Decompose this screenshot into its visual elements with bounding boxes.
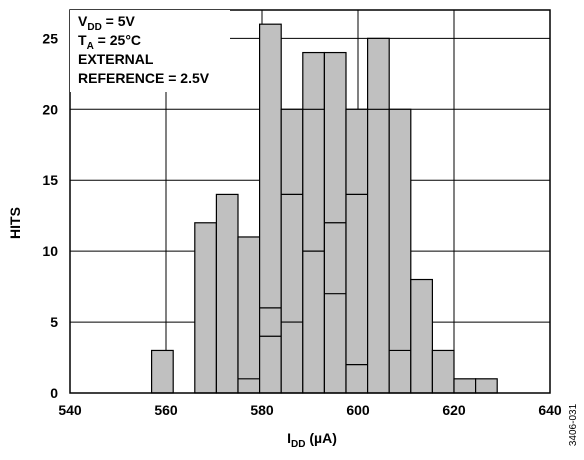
y-tick-labels: 0 5 10 15 20 25 <box>42 30 58 401</box>
y-tick-label: 10 <box>42 243 58 259</box>
histogram-bar <box>410 278 433 394</box>
y-axis-label: HITS <box>7 207 23 239</box>
histogram-bar <box>280 108 304 394</box>
histogram-bar <box>237 236 261 394</box>
annotation-background <box>70 10 230 92</box>
histogram-bar <box>259 23 282 394</box>
bar-divider-lines <box>238 108 411 380</box>
x-tick-label: 560 <box>154 402 178 418</box>
x-tick-label: 540 <box>58 402 82 418</box>
histogram-bar <box>194 222 218 394</box>
y-tick-label: 0 <box>50 385 58 401</box>
y-tick-label: 15 <box>42 172 58 188</box>
x-axis-label: IDD (µA) <box>287 430 337 450</box>
annotation-line: REFERENCE = 2.5V <box>78 70 210 86</box>
annotation-line: TA = 25°C <box>78 32 141 52</box>
y-tick-label: 25 <box>42 30 58 46</box>
histogram-bar <box>367 37 390 394</box>
annotation-line: VDD = 5V <box>78 13 136 33</box>
annotation-line: EXTERNAL <box>78 51 154 67</box>
histogram-bar <box>431 349 455 394</box>
x-tick-label: 640 <box>538 402 562 418</box>
histogram-bar <box>302 51 325 394</box>
histogram-bar <box>453 378 477 394</box>
y-tick-label: 20 <box>42 101 58 117</box>
x-tick-label: 600 <box>346 402 370 418</box>
y-tick-label: 5 <box>50 314 58 330</box>
x-tick-label: 620 <box>442 402 466 418</box>
histogram-bar <box>151 349 174 394</box>
figure-id: 3406-031 <box>568 403 579 446</box>
x-tick-label: 580 <box>250 402 274 418</box>
histogram-bar <box>215 193 239 394</box>
x-tick-labels: 540 560 580 600 620 640 <box>58 402 562 418</box>
histogram-bar <box>475 378 498 394</box>
plot-frame <box>69 9 551 394</box>
histogram-bar <box>345 108 369 394</box>
